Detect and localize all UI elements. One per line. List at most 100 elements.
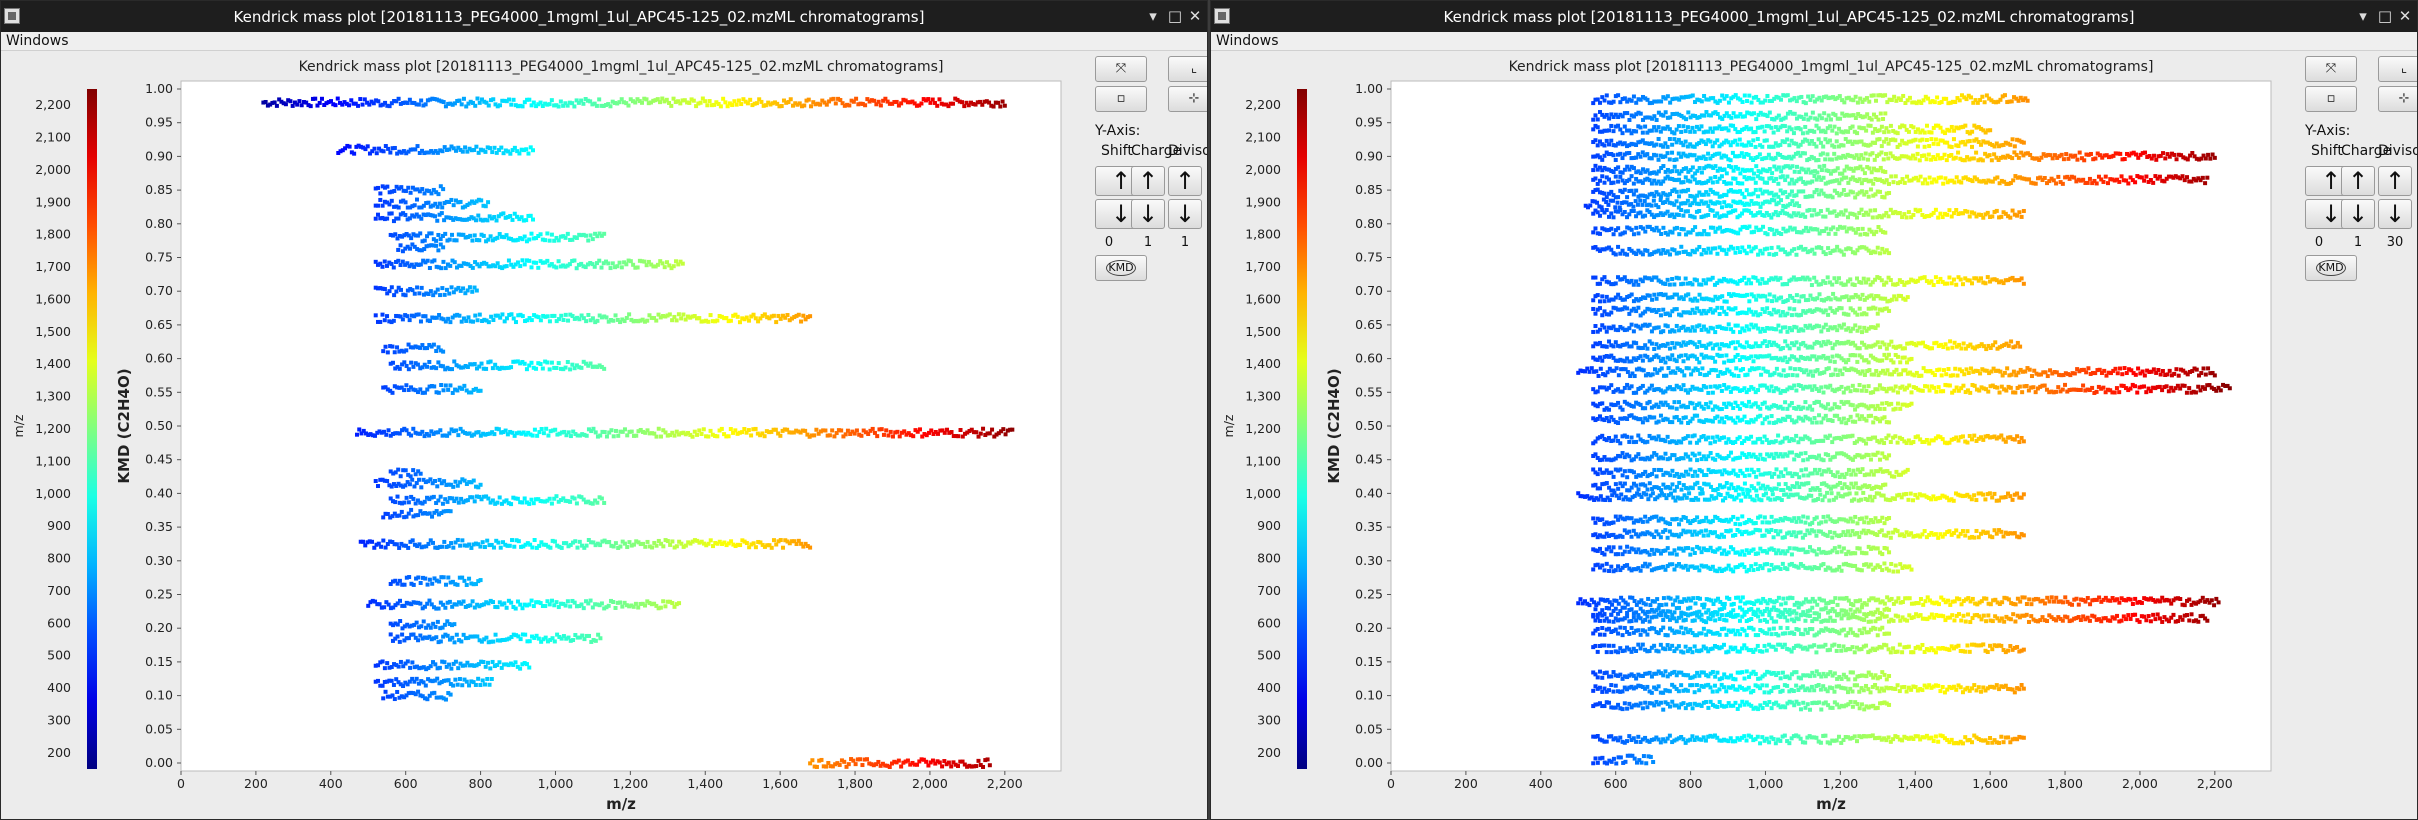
data-point — [1740, 201, 1745, 206]
data-point — [937, 760, 942, 765]
data-point — [1618, 232, 1623, 237]
data-point — [1591, 177, 1596, 182]
plot-area[interactable] — [180, 80, 1062, 772]
data-point — [2008, 142, 2013, 147]
data-point — [1769, 144, 1774, 149]
data-point — [1789, 156, 1794, 161]
data-point — [2021, 208, 2026, 213]
data-point — [360, 102, 365, 107]
data-point — [958, 427, 963, 432]
data-point — [1647, 202, 1652, 207]
data-point — [1645, 176, 1650, 181]
data-point — [1607, 116, 1612, 121]
data-point — [507, 312, 512, 317]
axes-settings-button[interactable]: ⌞ — [1168, 56, 1207, 82]
data-point — [792, 539, 797, 544]
data-point — [1835, 191, 1840, 196]
data-point — [1654, 142, 1659, 147]
data-point — [1668, 229, 1673, 234]
divisor-down-button[interactable]: ↓ — [1168, 199, 1202, 229]
kendrick-chart[interactable]: Kendrick mass plot [20181113_PEG4000_1mg… — [1211, 51, 2301, 820]
data-point — [439, 266, 444, 271]
data-point — [1620, 190, 1625, 195]
data-point — [1897, 156, 1902, 161]
data-point — [595, 364, 600, 369]
data-point — [1627, 128, 1632, 133]
data-point — [1790, 111, 1795, 116]
data-point — [636, 319, 641, 324]
data-point — [520, 237, 525, 242]
menu-windows[interactable]: Windows — [6, 33, 69, 49]
data-point — [1740, 278, 1745, 283]
data-point — [1744, 177, 1749, 182]
close-icon[interactable]: ✕ — [1188, 7, 1202, 25]
kendrick-chart[interactable]: Kendrick mass plot [20181113_PEG4000_1mg… — [1, 51, 1091, 820]
menu-windows[interactable]: Windows — [1216, 33, 1279, 49]
data-point — [402, 603, 407, 608]
data-point — [394, 663, 399, 668]
data-point — [1652, 152, 1657, 157]
data-point — [549, 98, 554, 103]
data-point — [921, 97, 926, 102]
data-point — [1728, 278, 1733, 283]
maximize-icon[interactable]: □ — [2377, 7, 2393, 25]
data-point — [971, 764, 976, 769]
data-point — [561, 541, 566, 546]
data-point — [395, 689, 400, 694]
data-point — [427, 384, 432, 389]
data-point — [1852, 155, 1857, 160]
minimize-icon[interactable]: ▾ — [1149, 7, 1157, 25]
data-point — [1638, 210, 1643, 215]
data-point — [1827, 280, 1832, 285]
data-point — [444, 678, 449, 683]
maximize-icon[interactable]: □ — [1167, 7, 1183, 25]
data-point — [1855, 140, 1860, 145]
data-point — [2094, 181, 2099, 186]
close-icon[interactable]: ✕ — [2398, 7, 2412, 25]
minimize-icon[interactable]: ▾ — [2359, 7, 2367, 25]
title-bar[interactable]: Kendrick mass plot [20181113_PEG4000_1mg… — [1211, 1, 2417, 32]
data-point — [672, 604, 677, 609]
data-point — [1588, 203, 1593, 208]
data-point — [686, 430, 691, 435]
data-point — [1985, 154, 1990, 159]
data-point — [659, 541, 664, 546]
title-bar[interactable]: Kendrick mass plot [20181113_PEG4000_1mg… — [1, 1, 1207, 32]
data-point — [1859, 280, 1864, 285]
data-point — [1850, 211, 1855, 216]
data-point — [511, 359, 516, 364]
data-point — [823, 428, 828, 433]
data-point — [367, 102, 372, 107]
data-point — [406, 185, 411, 190]
data-point — [1812, 208, 1817, 213]
data-point — [593, 543, 598, 548]
data-point — [409, 494, 414, 499]
charge-up-button[interactable]: ↑ — [1131, 166, 1165, 196]
data-point — [849, 757, 854, 762]
data-point — [1785, 195, 1790, 200]
kmd-button[interactable]: KMD — [1095, 255, 1147, 281]
divisor-up-button[interactable]: ↑ — [1168, 166, 1202, 196]
data-point — [403, 293, 408, 298]
zoom-fit-button[interactable]: ⤧ — [1095, 56, 1147, 82]
data-point — [1863, 151, 1868, 156]
plot-area[interactable] — [1390, 80, 2272, 772]
data-point — [1850, 124, 1855, 129]
data-point — [698, 100, 703, 105]
data-point — [848, 431, 853, 436]
data-point — [1772, 96, 1777, 101]
data-point — [381, 149, 386, 154]
charge-down-button[interactable]: ↓ — [1131, 199, 1165, 229]
data-point — [1597, 139, 1602, 144]
data-point — [515, 664, 520, 669]
toggle-button[interactable]: ▫ — [1095, 86, 1147, 112]
data-point — [418, 471, 423, 476]
data-point — [2017, 210, 2022, 215]
data-point — [1661, 126, 1666, 131]
data-point — [1635, 202, 1640, 207]
data-point — [1912, 100, 1917, 105]
x-tick-label: 2,000 — [912, 776, 948, 791]
data-point — [484, 366, 489, 371]
scale-button[interactable]: ⊹ — [1168, 86, 1207, 112]
data-point — [370, 598, 375, 603]
